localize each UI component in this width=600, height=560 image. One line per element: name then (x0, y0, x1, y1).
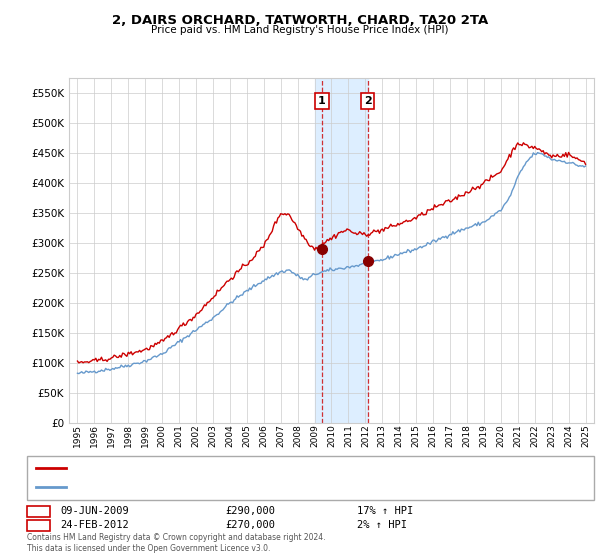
Text: HPI: Average price, detached house, Somerset: HPI: Average price, detached house, Some… (72, 482, 299, 492)
Text: 1: 1 (35, 506, 42, 516)
Text: 2: 2 (35, 520, 42, 530)
Text: 2% ↑ HPI: 2% ↑ HPI (357, 520, 407, 530)
Text: 2, DAIRS ORCHARD, TATWORTH, CHARD, TA20 2TA: 2, DAIRS ORCHARD, TATWORTH, CHARD, TA20 … (112, 14, 488, 27)
Text: Price paid vs. HM Land Registry's House Price Index (HPI): Price paid vs. HM Land Registry's House … (151, 25, 449, 35)
Text: 2: 2 (364, 96, 371, 106)
Text: 1: 1 (318, 96, 326, 106)
Text: Contains HM Land Registry data © Crown copyright and database right 2024.
This d: Contains HM Land Registry data © Crown c… (27, 533, 325, 553)
Text: 2, DAIRS ORCHARD, TATWORTH, CHARD, TA20 2TA (detached house): 2, DAIRS ORCHARD, TATWORTH, CHARD, TA20 … (72, 463, 409, 473)
Text: 24-FEB-2012: 24-FEB-2012 (60, 520, 129, 530)
Text: 09-JUN-2009: 09-JUN-2009 (60, 506, 129, 516)
Text: £270,000: £270,000 (225, 520, 275, 530)
Bar (314, 78, 368, 423)
Text: £290,000: £290,000 (225, 506, 275, 516)
Text: 17% ↑ HPI: 17% ↑ HPI (357, 506, 413, 516)
